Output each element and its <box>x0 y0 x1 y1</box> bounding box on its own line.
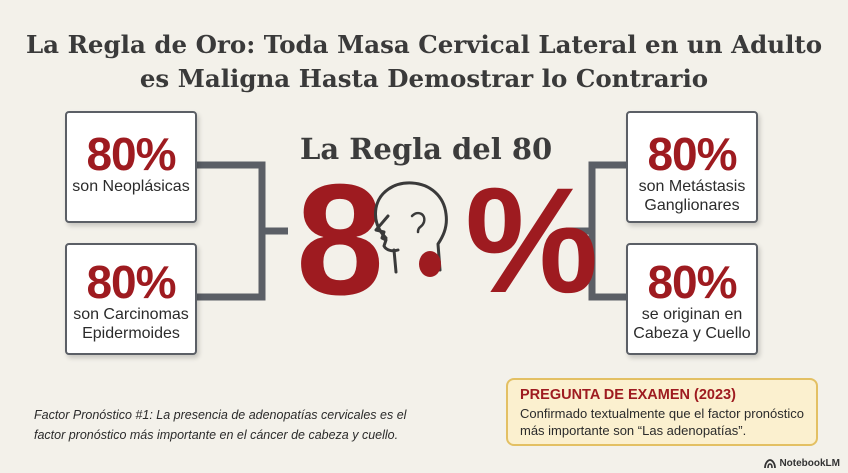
exam-line-1: Confirmado textualmente que el factor pr… <box>520 406 804 421</box>
prognostic-footnote: Factor Pronóstico #1: La presencia de ad… <box>34 405 454 445</box>
card-percent: 80% <box>86 256 176 308</box>
rule-label: La Regla del 80 <box>300 132 553 166</box>
big-eight: 8 <box>296 152 384 328</box>
card-desc-line-1: son Metástasis <box>638 178 746 195</box>
notebooklm-logo-icon <box>764 458 777 468</box>
title-line-1: La Regla de Oro: Toda Masa Cervical Late… <box>25 30 823 59</box>
page-title: La Regla de Oro: Toda Masa Cervical Late… <box>0 28 848 96</box>
neck-mass-icon <box>419 251 441 277</box>
card-desc-line-1: se originan en <box>641 306 743 323</box>
exam-title: PREGUNTA DE EXAMEN (2023) <box>520 387 736 403</box>
exam-line-2: más importante son “Las adenopatías”. <box>520 423 747 438</box>
card-desc-line-1: son Carcinomas <box>73 306 189 323</box>
card-desc-line-2: Ganglionares <box>644 197 740 214</box>
card-percent: 80% <box>647 128 737 180</box>
card-percent: 80% <box>86 128 176 180</box>
big-percent: % <box>465 156 599 324</box>
card-metastasis: 80% son Metástasis Ganglionares <box>626 111 758 223</box>
card-desc-line-2: Epidermoides <box>82 325 180 342</box>
card-neoplasicas: 80% son Neoplásicas <box>65 111 197 223</box>
brand-label: NotebookLM <box>779 458 840 469</box>
head-neck-profile-icon <box>374 181 448 277</box>
card-desc-line-1: son Neoplásicas <box>72 178 190 195</box>
brand-badge: NotebookLM <box>764 458 840 469</box>
footnote-line-1: Factor Pronóstico #1: La presencia de ad… <box>34 408 407 422</box>
title-line-2: es Maligna Hasta Demostrar lo Contrario <box>139 64 709 93</box>
card-desc-line-2: Cabeza y Cuello <box>633 325 751 342</box>
card-percent: 80% <box>647 256 737 308</box>
footnote-line-2: factor pronóstico más importante en el c… <box>34 428 399 442</box>
exam-question-box: PREGUNTA DE EXAMEN (2023) Confirmado tex… <box>506 378 818 446</box>
card-cabeza-cuello: 80% se originan en Cabeza y Cuello <box>626 243 758 355</box>
left-bracket <box>195 161 266 301</box>
card-carcinomas: 80% son Carcinomas Epidermoides <box>65 243 197 355</box>
